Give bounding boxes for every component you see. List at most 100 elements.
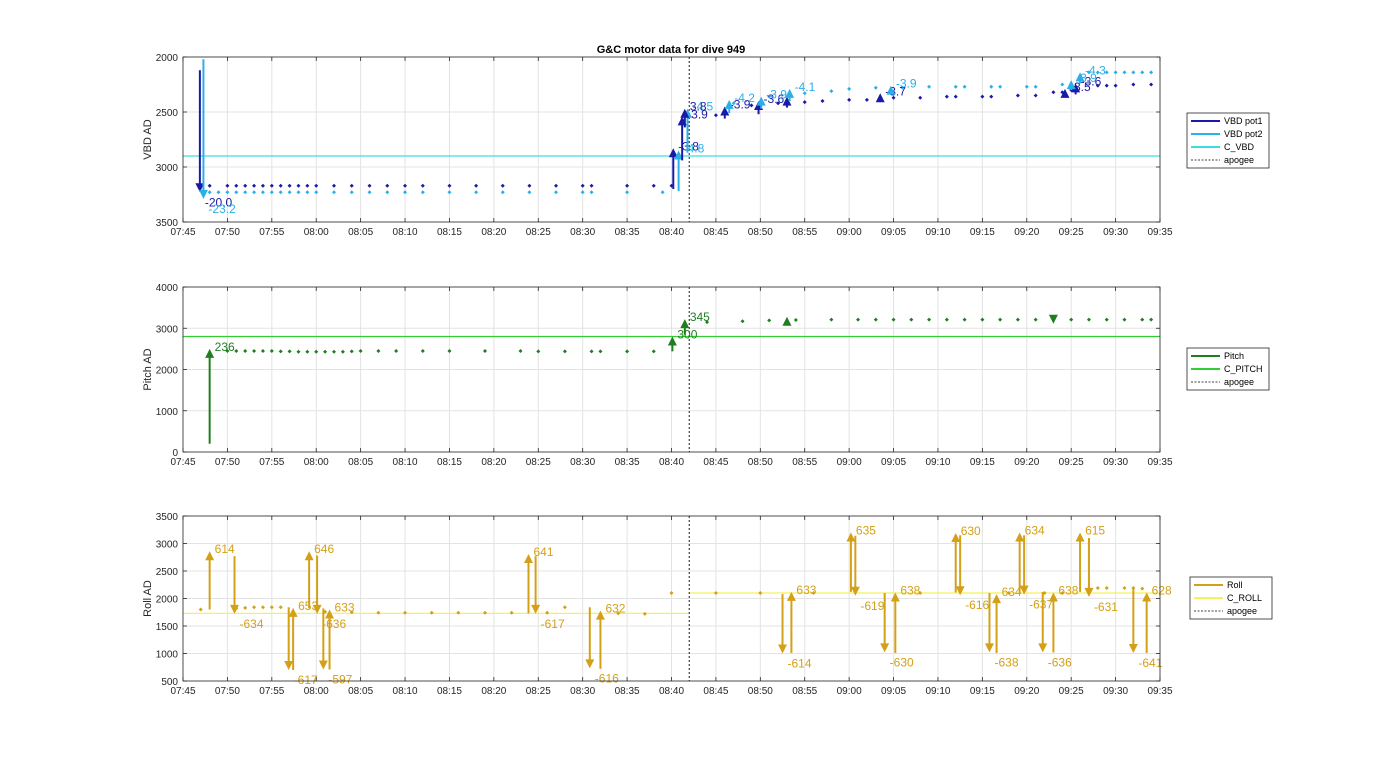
arrow-head: [195, 183, 205, 193]
x-tick-label: 08:30: [570, 457, 595, 468]
arrow-label: -3.9: [896, 77, 917, 91]
arrow-head: [951, 533, 961, 543]
data-point: [927, 317, 932, 322]
x-tick-label: 09:15: [970, 457, 995, 468]
arrow-head: [984, 643, 994, 653]
arrow-label: 633: [335, 601, 355, 615]
arrow-head: [595, 610, 605, 620]
data-point: [909, 317, 914, 322]
data-point: [749, 103, 754, 108]
arrow-head: [205, 551, 215, 561]
data-point: [198, 607, 203, 612]
arrow-label: -3.6: [764, 92, 785, 106]
data-point: [456, 610, 461, 615]
x-tick-label: 08:50: [748, 457, 773, 468]
arrow-label: -23.2: [208, 202, 236, 216]
arrow-label: -616: [595, 671, 619, 685]
x-tick-label: 08:35: [615, 686, 640, 697]
arrow-head: [720, 106, 730, 116]
arrow-label: -3.6: [1081, 74, 1102, 88]
arrow-label: -4.1: [795, 80, 816, 94]
x-tick-label: 08:30: [570, 686, 595, 697]
x-tick-label: 08:45: [703, 457, 728, 468]
x-tick-label: 08:00: [304, 686, 329, 697]
data-point: [793, 318, 798, 322]
arrow-head: [846, 532, 856, 542]
arrow-label: -20.0: [205, 195, 233, 209]
data-point: [376, 348, 381, 353]
x-tick-label: 08:05: [348, 686, 373, 697]
arrow-label: 638: [1058, 583, 1078, 597]
x-tick-label: 07:45: [170, 686, 195, 697]
x-tick-label: 09:10: [925, 686, 950, 697]
arrow-head: [325, 609, 335, 619]
arrow-label: 635: [856, 524, 876, 538]
y-axis-label: VBD AD: [142, 119, 154, 159]
arrow-head: [667, 336, 677, 346]
y-axis-label: Roll AD: [142, 580, 154, 617]
arrow-label: 615: [1085, 524, 1105, 538]
data-point: [625, 190, 630, 195]
arrow-label: -637: [1029, 598, 1053, 612]
panel-roll: 614-634-617653646-636-597633641-617-6166…: [142, 512, 1273, 697]
data-point: [260, 605, 265, 610]
data-point: [562, 349, 567, 354]
data-point: [705, 320, 710, 325]
x-tick-label: 08:55: [792, 686, 817, 697]
data-point: [376, 610, 381, 615]
x-tick-label: 09:20: [1014, 686, 1039, 697]
data-point: [891, 95, 896, 100]
data-point: [225, 183, 230, 188]
motor-arrow: 634: [1015, 524, 1045, 594]
data-point: [420, 190, 425, 195]
x-tick-label: 08:20: [481, 227, 506, 238]
data-point: [394, 348, 399, 353]
x-tick-label: 09:25: [1059, 227, 1084, 238]
motor-arrow: [782, 316, 792, 326]
legend-label: VBD pot2: [1224, 129, 1263, 139]
data-point: [1122, 586, 1127, 591]
arrow-head: [1142, 592, 1152, 602]
data-point: [403, 190, 408, 195]
x-tick-label: 09:10: [925, 457, 950, 468]
data-point: [1015, 93, 1020, 98]
y-tick-label: 2500: [156, 108, 179, 119]
x-tick-label: 09:00: [837, 457, 862, 468]
panel-pitch: 236 300 345 07:45 07:50 07:55 08:00 08:05 08:10 0…: [142, 283, 1270, 468]
y-tick-label: 3000: [156, 163, 179, 174]
arrow-head: [318, 660, 328, 670]
data-point: [616, 611, 621, 616]
y-tick-label: 1500: [156, 622, 179, 633]
arrow-head: [1048, 592, 1058, 602]
y-tick-label: 500: [161, 677, 178, 688]
data-point: [252, 190, 257, 195]
arrow-label: -631: [1094, 600, 1118, 614]
x-tick-label: 08:35: [615, 457, 640, 468]
arrow-label: -630: [890, 655, 914, 669]
arrow-head: [782, 96, 792, 106]
arrow-head: [205, 348, 215, 358]
data-point: [1149, 317, 1154, 322]
motor-arrow: 646: [304, 542, 334, 609]
x-tick-label: 09:00: [837, 227, 862, 238]
arrow-head: [724, 99, 734, 109]
arrow-head: [668, 148, 678, 158]
data-point: [474, 183, 479, 188]
x-tick-label: 08:10: [393, 457, 418, 468]
data-point: [234, 190, 239, 195]
y-tick-label: 2000: [156, 595, 179, 606]
x-tick-label: 08:05: [348, 227, 373, 238]
arrow-head: [1019, 585, 1029, 595]
motor-arrow: 634: [992, 585, 1022, 653]
data-point: [1149, 82, 1154, 87]
arrow-head: [304, 551, 314, 561]
y-tick-label: 3500: [156, 512, 179, 523]
x-tick-label: 08:20: [481, 686, 506, 697]
data-point: [918, 95, 923, 100]
data-point: [651, 349, 656, 354]
arrow-head: [288, 607, 298, 617]
data-point: [998, 84, 1003, 89]
data-point: [278, 349, 283, 354]
data-point: [562, 605, 567, 610]
